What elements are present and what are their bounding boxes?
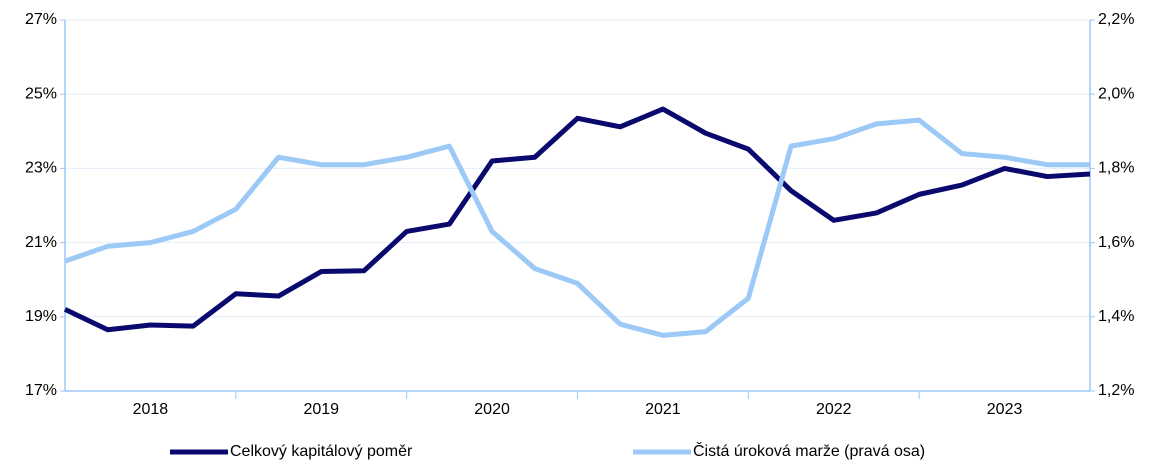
y-tick-label: 19% [25,308,57,325]
x-group-label: 2018 [133,401,169,418]
legend-label: Celkový kapitálový poměr [230,443,413,460]
x-group-label: 2021 [645,401,681,418]
y2-tick-label: 1,8% [1098,160,1134,177]
y-tick-label: 17% [25,382,57,399]
y-tick-label: 23% [25,160,57,177]
line-series [63,106,1091,333]
y2-tick-label: 1,4% [1098,308,1134,325]
line-series [64,117,1090,338]
y2-tick-label: 2,2% [1098,11,1134,28]
y2-tick-label: 1,6% [1098,234,1134,251]
x-group-label: 2023 [987,401,1023,418]
y2-tick-label: 1,2% [1098,382,1134,399]
y-tick-label: 27% [25,11,57,28]
y-tick-label: 21% [25,234,57,251]
x-group-label: 2019 [303,401,339,418]
x-group-label: 2020 [474,401,510,418]
y-tick-label: 25% [25,85,57,102]
legend-label: Čistá úroková marže (pravá osa) [693,441,925,460]
y2-tick-label: 2,0% [1098,85,1134,102]
x-group-label: 2022 [816,401,852,418]
